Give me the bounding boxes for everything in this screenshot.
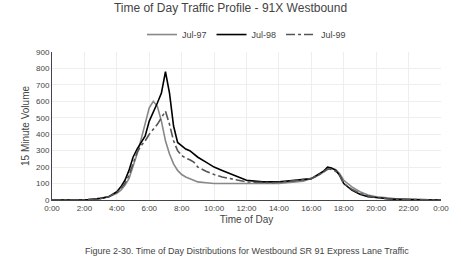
svg-text:100: 100	[36, 179, 50, 188]
svg-text:600: 600	[36, 97, 50, 106]
svg-text:22:00: 22:00	[399, 204, 420, 213]
svg-text:14:00: 14:00	[269, 204, 290, 213]
svg-text:15 Minute Volume: 15 Minute Volume	[20, 86, 31, 166]
svg-text:Figure 2-30. Time of Day Distr: Figure 2-30. Time of Day Distributions f…	[85, 246, 409, 256]
svg-text:Jul-98: Jul-98	[252, 30, 277, 40]
svg-text:12:00: 12:00	[236, 204, 257, 213]
svg-text:700: 700	[36, 81, 50, 90]
svg-text:6:00: 6:00	[141, 204, 157, 213]
svg-text:Time of Day Traffic Profile -: Time of Day Traffic Profile - 91X Westbo…	[114, 1, 347, 15]
svg-text:2:00: 2:00	[77, 204, 93, 213]
svg-text:4:00: 4:00	[109, 204, 125, 213]
svg-text:500: 500	[36, 114, 50, 123]
svg-text:800: 800	[36, 64, 50, 73]
svg-text:0:00: 0:00	[44, 204, 60, 213]
svg-text:Jul-97: Jul-97	[182, 30, 207, 40]
svg-text:200: 200	[36, 163, 50, 172]
svg-text:400: 400	[36, 130, 50, 139]
svg-text:900: 900	[36, 48, 50, 57]
svg-text:Time of Day: Time of Day	[220, 214, 274, 225]
svg-text:20:00: 20:00	[366, 204, 387, 213]
svg-text:10:00: 10:00	[204, 204, 225, 213]
svg-text:8:00: 8:00	[174, 204, 190, 213]
svg-text:Jul-99: Jul-99	[321, 30, 346, 40]
svg-text:16:00: 16:00	[301, 204, 322, 213]
svg-text:0:00: 0:00	[433, 204, 449, 213]
svg-text:0: 0	[45, 196, 50, 205]
svg-text:300: 300	[36, 146, 50, 155]
svg-text:18:00: 18:00	[334, 204, 355, 213]
